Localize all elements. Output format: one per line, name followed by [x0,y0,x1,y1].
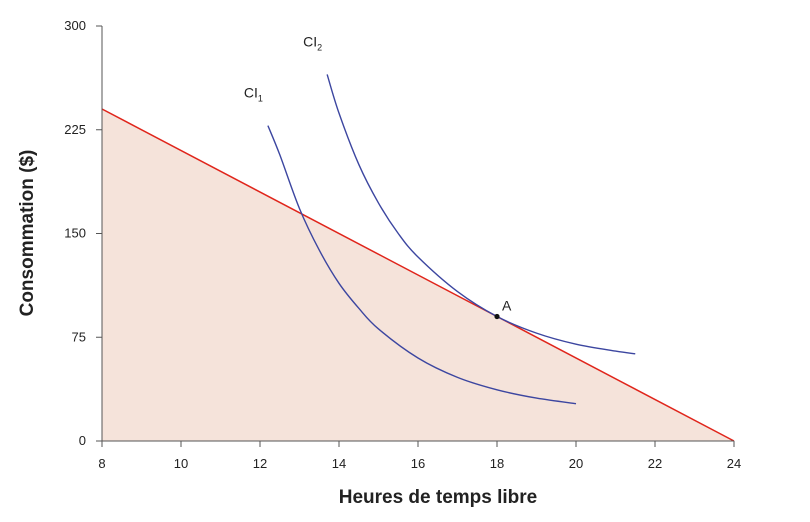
x-tick-label: 12 [253,456,267,471]
x-tick-label: 24 [727,456,741,471]
indifference-curve-2 [326,74,636,355]
x-tick-label: 10 [174,456,188,471]
x-tick-label: 18 [490,456,504,471]
indifference-curve-1 [267,125,577,405]
y-axis-title: Consommation ($) [17,150,38,317]
x-axis-title: Heures de temps libre [339,487,538,508]
point-label-A: A [502,298,512,314]
x-tick-label: 22 [648,456,662,471]
y-tick-label: 75 [72,329,86,344]
x-tick-label: 16 [411,456,425,471]
curve-label-1: CI1 [244,85,263,104]
y-tick-label: 225 [64,122,86,137]
y-tick-label: 300 [64,18,86,33]
x-tick-label: 8 [98,456,105,471]
x-tick-label: 20 [569,456,583,471]
y-tick-label: 150 [64,226,86,241]
point-A [494,313,500,320]
y-tick-label: 0 [79,433,86,448]
curve-label-2: CI2 [303,33,322,52]
budget-line [101,108,735,442]
x-tick-label: 14 [332,456,346,471]
